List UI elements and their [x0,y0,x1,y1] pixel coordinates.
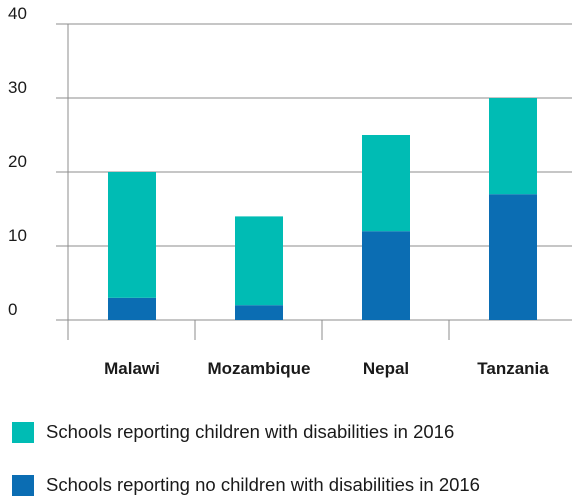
legend-item-with-disabilities: Schools reporting children with disabili… [12,421,454,443]
y-tick-label: 20 [8,152,27,171]
legend-swatch-teal [12,421,34,443]
y-tick-label: 0 [8,300,17,319]
x-category-label: Nepal [363,359,409,378]
legend-label: Schools reporting children with disabili… [46,421,455,442]
bar-mozambique-series-0 [235,305,283,320]
bar-nepal-series-0 [362,231,410,320]
x-category-label: Tanzania [477,359,549,378]
x-category-label: Mozambique [208,359,311,378]
bar-malawi-series-1 [108,172,156,298]
legend-label: Schools reporting no children with disab… [46,474,480,495]
bar-mozambique-series-1 [235,216,283,306]
legend-swatch-blue [12,474,34,496]
bar-tanzania-series-0 [489,194,537,320]
bar-tanzania-series-1 [489,98,537,195]
x-category-label: Malawi [104,359,160,378]
y-tick-label: 30 [8,78,27,97]
legend-item-no-disabilities: Schools reporting no children with disab… [12,474,480,496]
y-tick-label: 40 [8,4,27,23]
bar-malawi-series-0 [108,297,156,320]
stacked-bar-chart: 0 10 20 30 40 Malawi Mozambique Nepal Tanzania [8,4,572,378]
bar-nepal-series-1 [362,135,410,232]
y-tick-label: 10 [8,226,27,245]
